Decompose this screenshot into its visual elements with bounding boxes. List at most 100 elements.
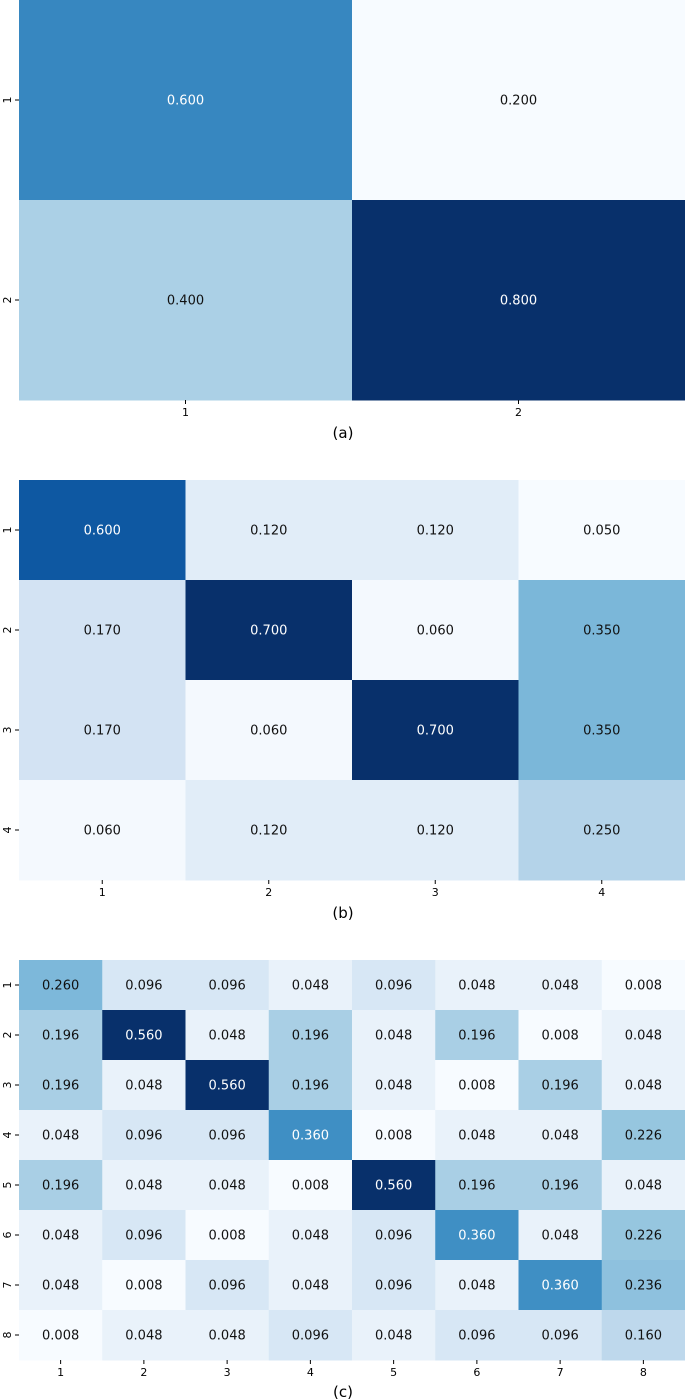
cell-value-label: 0.048	[625, 1179, 662, 1194]
x-tick-label: 3	[432, 886, 439, 899]
cell-value-label: 0.060	[84, 824, 121, 839]
heatmap-cell	[352, 1060, 436, 1111]
heatmap-cell	[19, 1060, 103, 1111]
heatmap-cell	[19, 200, 353, 401]
heatmap-cell	[102, 1310, 186, 1361]
heatmap-cell	[352, 1160, 436, 1211]
cell-value-label: 0.560	[125, 1029, 162, 1044]
heatmap-cell	[19, 580, 186, 681]
cell-value-label: 0.048	[542, 1129, 579, 1144]
y-tick-label: 1	[1, 97, 14, 104]
heatmap-cell	[352, 1310, 436, 1361]
heatmap-cell	[435, 960, 519, 1011]
cell-value-label: 0.008	[209, 1229, 246, 1244]
heatmap-cell	[185, 480, 353, 581]
heatmap-cell	[268, 960, 353, 1011]
cell-value-label: 0.800	[500, 294, 537, 309]
cell-value-label: 0.050	[583, 524, 620, 539]
cell-value-label: 0.096	[458, 1329, 495, 1344]
heatmap-cell	[185, 1260, 270, 1311]
heatmap-cell	[102, 1010, 186, 1061]
x-tick-label: 3	[224, 1366, 231, 1379]
heatmap-cell	[518, 1110, 603, 1161]
heatmap-cell	[102, 960, 186, 1011]
y-tick-label: 1	[1, 982, 14, 989]
heatmap-cell	[19, 1160, 103, 1211]
heatmap-cell	[352, 200, 685, 401]
heatmap-cell	[268, 1010, 353, 1061]
heatmap-cell	[185, 1060, 270, 1111]
cell-value-label: 0.096	[125, 979, 162, 994]
heatmap-cell	[19, 1110, 103, 1161]
heatmap-cell	[435, 1210, 519, 1261]
heatmap-panel-2: 0.600 0.120 0.120 0.050 0.170 0.700 0.060 0.350…	[1, 480, 685, 922]
cell-value-label: 0.060	[250, 724, 287, 739]
heatmap-cell	[268, 1060, 353, 1111]
cell-value-label: 0.120	[417, 824, 454, 839]
heatmap-cell	[435, 1260, 519, 1311]
heatmap-cell	[518, 1260, 603, 1311]
cell-value-label: 0.048	[125, 1179, 162, 1194]
cell-value-label: 0.600	[84, 524, 121, 539]
cell-value-label: 0.048	[458, 979, 495, 994]
heatmap-cell	[435, 1310, 519, 1361]
heatmap-cell	[102, 1160, 186, 1211]
heatmap-cell	[19, 1210, 103, 1261]
cell-value-label: 0.048	[375, 1329, 412, 1344]
y-tick-label: 2	[1, 297, 14, 304]
y-tick-label: 2	[1, 1032, 14, 1039]
heatmap-cell	[185, 1110, 270, 1161]
heatmap-cell	[518, 680, 685, 781]
x-tick-label: 5	[390, 1366, 397, 1379]
heatmap-cell	[601, 1210, 685, 1261]
cell-value-label: 0.048	[209, 1329, 246, 1344]
heatmap-cell	[352, 960, 436, 1011]
cell-value-label: 0.360	[542, 1279, 579, 1294]
cell-value-label: 0.048	[375, 1079, 412, 1094]
heatmap-cell	[185, 1310, 270, 1361]
cell-value-label: 0.226	[625, 1129, 662, 1144]
cell-value-label: 0.008	[42, 1329, 79, 1344]
y-tick-label: 4	[1, 1132, 14, 1139]
x-tick-label: 4	[598, 886, 605, 899]
heatmap-cell	[352, 580, 519, 681]
cell-value-label: 0.048	[125, 1329, 162, 1344]
cell-value-label: 0.048	[209, 1179, 246, 1194]
cell-value-label: 0.360	[458, 1229, 495, 1244]
heatmap-cell	[518, 960, 603, 1011]
x-tick-label: 7	[557, 1366, 564, 1379]
cell-value-label: 0.196	[292, 1079, 329, 1094]
heatmap-cell	[19, 680, 186, 781]
cell-value-label: 0.260	[42, 979, 79, 994]
cell-value-label: 0.048	[542, 979, 579, 994]
cell-value-label: 0.700	[250, 624, 287, 639]
cell-value-label: 0.560	[375, 1179, 412, 1194]
cell-value-label: 0.196	[42, 1079, 79, 1094]
cell-value-label: 0.170	[84, 624, 121, 639]
heatmap-cell	[352, 1210, 436, 1261]
y-tick-label: 3	[1, 1082, 14, 1089]
cell-value-label: 0.160	[625, 1329, 662, 1344]
heatmap-cell	[352, 0, 685, 201]
heatmap-cell	[352, 680, 519, 781]
heatmap-cell	[185, 1160, 270, 1211]
heatmap-cell	[185, 1210, 270, 1261]
cell-value-label: 0.400	[167, 294, 204, 309]
heatmap-cell	[435, 1110, 519, 1161]
x-tick-label: 8	[640, 1366, 647, 1379]
heatmap-cell	[601, 1260, 685, 1311]
cell-value-label: 0.096	[375, 1279, 412, 1294]
cell-value-label: 0.096	[125, 1129, 162, 1144]
heatmap-cell	[102, 1260, 186, 1311]
heatmap-cell	[518, 1010, 603, 1061]
heatmap-cell	[518, 480, 685, 581]
cell-value-label: 0.196	[458, 1179, 495, 1194]
heatmap-panel-1: 0.600 0.200 0.400 0.800 1 2 1 2 (a)	[1, 0, 685, 442]
x-tick-label: 1	[182, 406, 189, 419]
cell-value-label: 0.120	[250, 524, 287, 539]
heatmap-cell	[19, 0, 353, 201]
heatmap-cell	[601, 1110, 685, 1161]
y-tick-label: 5	[1, 1182, 14, 1189]
cell-value-label: 0.048	[292, 979, 329, 994]
cell-value-label: 0.196	[542, 1079, 579, 1094]
